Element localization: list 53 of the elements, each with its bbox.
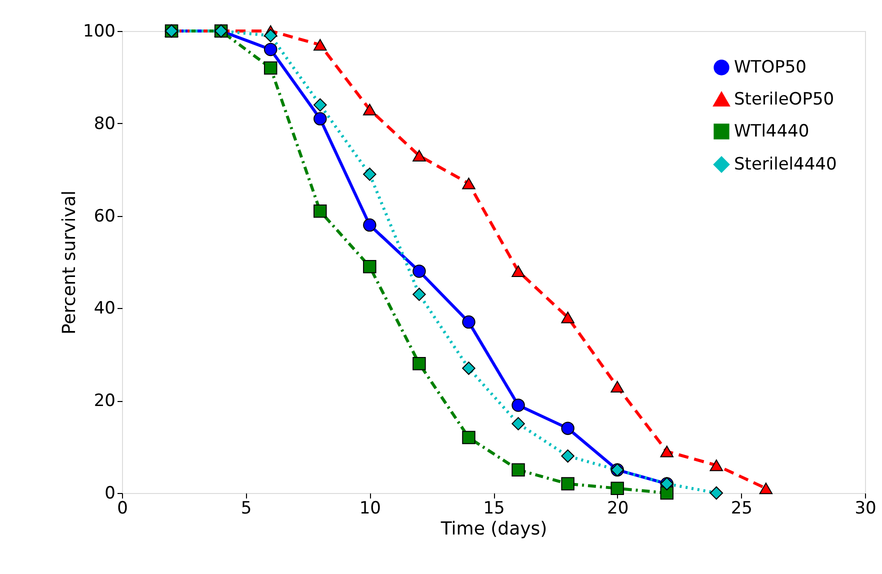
point	[710, 486, 724, 500]
x-axis-title: Time (days)	[440, 518, 548, 540]
point	[610, 380, 624, 393]
point	[314, 204, 327, 218]
point	[512, 417, 525, 430]
x-tick-label: 10	[359, 498, 381, 518]
y-tick-label: 80	[94, 114, 116, 134]
y-axis-title: Percent survival	[59, 190, 80, 334]
x-tick-label: 30	[854, 498, 876, 518]
point	[314, 112, 327, 126]
point	[412, 288, 426, 301]
point	[561, 477, 574, 490]
point	[412, 264, 426, 278]
point	[462, 362, 476, 375]
point	[759, 482, 773, 494]
point	[363, 168, 376, 181]
legend-label: WTl4440	[734, 122, 810, 142]
y-tick-label: 100	[83, 22, 116, 42]
point	[561, 312, 574, 324]
x-tick-label: 5	[240, 498, 252, 518]
point	[660, 446, 674, 458]
legend-label: SterileOP50	[734, 90, 834, 110]
point	[412, 357, 426, 370]
point	[512, 398, 525, 412]
point	[710, 459, 724, 472]
point	[264, 28, 278, 42]
y-tick-label: 60	[94, 206, 116, 226]
point	[561, 449, 574, 463]
legend-label: WTOP50	[734, 58, 806, 78]
point	[462, 178, 476, 190]
point	[512, 463, 525, 477]
point	[512, 265, 525, 278]
point	[363, 260, 376, 274]
point	[264, 61, 278, 75]
y-tick-label: 20	[94, 391, 116, 412]
point	[264, 42, 278, 56]
x-tick-label: 15	[483, 498, 505, 518]
legend-label: Sterilel4440	[734, 154, 837, 174]
y-tick-label: 0	[104, 484, 116, 504]
point	[314, 98, 327, 112]
point	[314, 39, 327, 51]
point	[660, 486, 674, 500]
point	[363, 218, 376, 232]
point	[363, 104, 376, 116]
point	[610, 482, 624, 496]
point	[462, 430, 476, 444]
x-tick-label: 25	[730, 498, 752, 518]
point	[412, 150, 426, 162]
point	[561, 422, 574, 435]
x-tick-label: 0	[117, 498, 128, 518]
x-tick-label: 20	[607, 498, 629, 518]
y-tick-label: 40	[94, 298, 116, 319]
point	[462, 315, 476, 329]
